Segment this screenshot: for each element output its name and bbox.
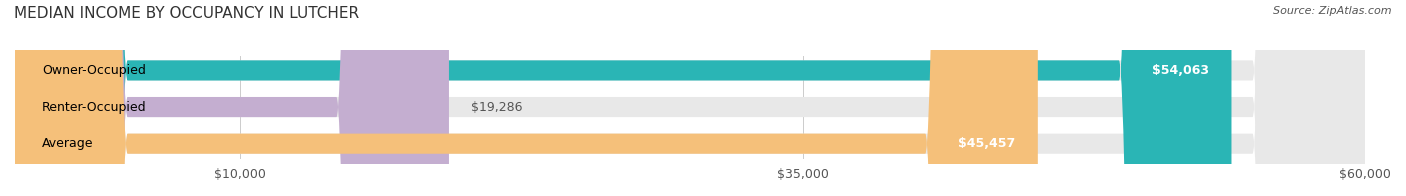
Text: Renter-Occupied: Renter-Occupied	[42, 101, 146, 113]
Text: $45,457: $45,457	[957, 137, 1015, 150]
Text: $54,063: $54,063	[1152, 64, 1209, 77]
FancyBboxPatch shape	[15, 0, 1365, 196]
Text: Average: Average	[42, 137, 94, 150]
FancyBboxPatch shape	[15, 0, 1365, 196]
Text: Owner-Occupied: Owner-Occupied	[42, 64, 146, 77]
FancyBboxPatch shape	[15, 0, 1232, 196]
Text: MEDIAN INCOME BY OCCUPANCY IN LUTCHER: MEDIAN INCOME BY OCCUPANCY IN LUTCHER	[14, 6, 359, 21]
FancyBboxPatch shape	[15, 0, 1365, 196]
Text: $19,286: $19,286	[471, 101, 523, 113]
Text: Source: ZipAtlas.com: Source: ZipAtlas.com	[1274, 6, 1392, 16]
FancyBboxPatch shape	[15, 0, 1038, 196]
FancyBboxPatch shape	[15, 0, 449, 196]
